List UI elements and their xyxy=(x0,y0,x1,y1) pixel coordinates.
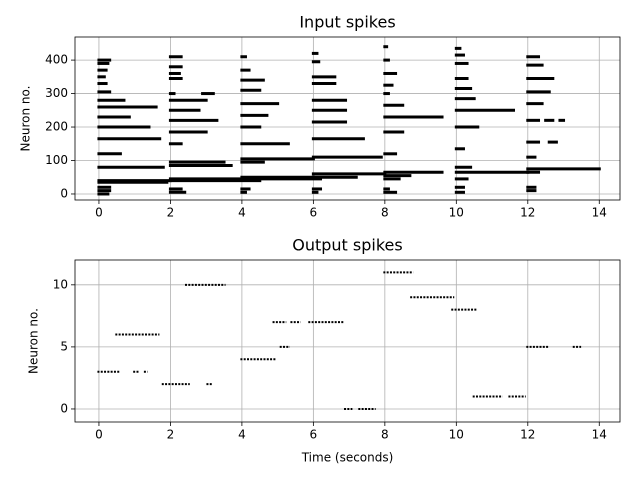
chart-title: Output spikes xyxy=(292,236,402,255)
y-tick-label: 400 xyxy=(45,53,68,67)
y-tick-label: 100 xyxy=(45,153,68,167)
axes-frame xyxy=(74,36,621,201)
x-tick-label: 8 xyxy=(381,206,389,220)
x-tick-label: 2 xyxy=(167,206,175,220)
x-tick-label: 8 xyxy=(381,428,389,442)
x-tick-label: 6 xyxy=(310,206,318,220)
x-tick-label: 4 xyxy=(238,428,246,442)
y-axis-label: Neuron no. xyxy=(19,86,33,152)
x-tick-label: 6 xyxy=(310,428,318,442)
x-tick-label: 0 xyxy=(95,428,103,442)
y-tick-label: 200 xyxy=(45,120,68,134)
y-tick-label: 10 xyxy=(53,277,68,291)
x-tick-label: 12 xyxy=(520,428,535,442)
y-tick-label: 0 xyxy=(60,401,68,415)
axes-frame xyxy=(74,259,621,423)
y-tick-label: 5 xyxy=(60,339,68,353)
x-tick-label: 14 xyxy=(592,206,607,220)
x-tick-label: 0 xyxy=(95,206,103,220)
x-tick-label: 10 xyxy=(449,206,464,220)
chart-title: Input spikes xyxy=(299,13,395,32)
y-tick-label: 300 xyxy=(45,86,68,100)
x-tick-label: 2 xyxy=(167,428,175,442)
x-tick-label: 14 xyxy=(592,428,607,442)
x-tick-label: 10 xyxy=(449,428,464,442)
x-axis-label: Time (seconds) xyxy=(301,451,394,465)
y-tick-label: 0 xyxy=(60,186,68,200)
y-axis-label: Neuron no. xyxy=(27,308,41,374)
x-tick-label: 12 xyxy=(520,206,535,220)
x-tick-label: 4 xyxy=(238,206,246,220)
